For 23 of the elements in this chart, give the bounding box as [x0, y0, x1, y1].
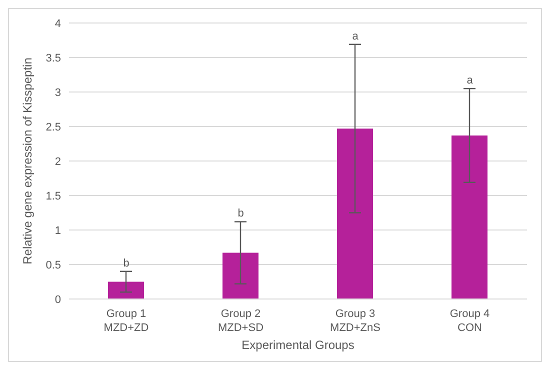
- bar: [222, 252, 258, 299]
- x-tick-label: Group 2 MZD+SD: [218, 308, 264, 334]
- annotation: a: [352, 30, 360, 42]
- y-tick-label: 3.5: [46, 52, 61, 64]
- x-tick-label: Group 1 MZD+ZD: [104, 308, 149, 334]
- y-axis-title: Relative gene expression of Kisspeptin: [20, 58, 34, 264]
- bar: [337, 128, 373, 299]
- bar: [108, 282, 144, 299]
- x-axis-title: Experimental Groups: [242, 338, 354, 352]
- x-tick-label: Group 3 MZD+ZnS: [330, 308, 380, 334]
- y-tick-label: 0: [54, 294, 61, 306]
- annotation: a: [466, 74, 474, 87]
- y-tick-label: 1.5: [46, 190, 61, 202]
- y-tick-label: 1: [54, 224, 61, 237]
- y-tick-label: 3: [54, 86, 61, 99]
- y-tick-label: 0.5: [46, 259, 61, 272]
- y-tick-label: 4: [54, 18, 61, 30]
- annotation: b: [238, 208, 244, 220]
- bar: [452, 135, 488, 299]
- y-tick-label: 2: [54, 156, 61, 168]
- annotation: b: [123, 257, 130, 270]
- y-tick-label: 2.5: [46, 121, 61, 134]
- x-tick-label: Group 4 CON: [450, 308, 490, 334]
